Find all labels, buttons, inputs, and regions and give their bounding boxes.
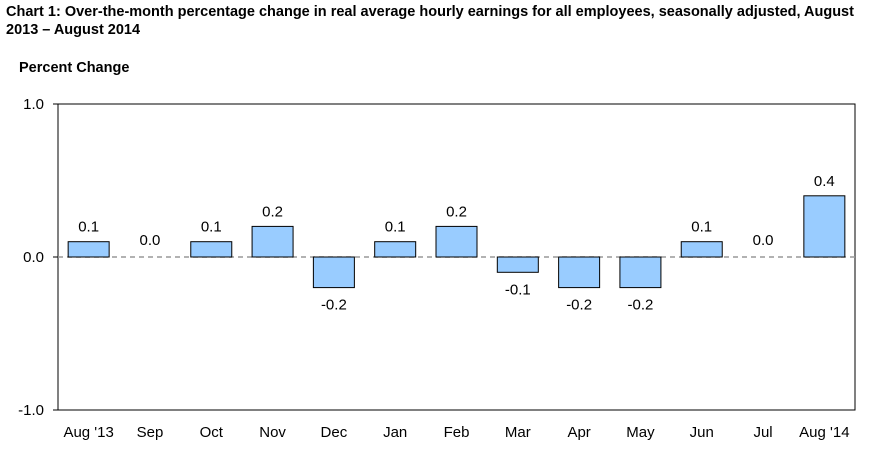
bar <box>67 241 110 258</box>
bar <box>312 256 355 289</box>
x-tick-label: Jul <box>753 424 772 441</box>
data-label: 0.1 <box>78 219 99 236</box>
data-label: 0.1 <box>385 219 406 236</box>
data-label: 0.1 <box>691 219 712 236</box>
x-tick-label: Mar <box>505 424 531 441</box>
y-tick-label: 1.0 <box>23 96 44 113</box>
data-label: 0.2 <box>446 203 467 220</box>
x-tick-label: Nov <box>259 424 286 441</box>
bar <box>680 241 723 258</box>
x-tick-label: Jun <box>690 424 714 441</box>
x-tick-label: Aug '13 <box>63 424 113 441</box>
data-label: -0.2 <box>566 297 592 314</box>
x-tick-label: Jan <box>383 424 407 441</box>
data-label: 0.1 <box>201 219 222 236</box>
bar <box>558 256 601 289</box>
y-tick-label: -1.0 <box>18 402 44 419</box>
bar <box>803 195 846 258</box>
x-tick-label: May <box>626 424 655 441</box>
data-label: 0.0 <box>140 232 161 249</box>
x-tick-label: Oct <box>200 424 224 441</box>
x-tick-label: Sep <box>137 424 164 441</box>
data-label: -0.2 <box>321 297 347 314</box>
bar <box>496 256 539 273</box>
bar <box>190 241 233 258</box>
data-label: 0.2 <box>262 203 283 220</box>
x-tick-label: Dec <box>321 424 348 441</box>
data-label: 0.0 <box>753 232 774 249</box>
bar <box>251 225 294 258</box>
y-tick-label: 0.0 <box>23 249 44 266</box>
data-label: -0.1 <box>505 281 531 298</box>
bar <box>374 241 417 258</box>
y-axis-title: Percent Change <box>19 60 130 76</box>
data-label: -0.2 <box>627 297 653 314</box>
bar <box>619 256 662 289</box>
bar <box>435 225 478 258</box>
data-label: 0.4 <box>814 173 835 190</box>
x-tick-label: Feb <box>444 424 470 441</box>
chart-title: Chart 1: Over-the-month percentage chang… <box>6 4 854 38</box>
x-tick-label: Apr <box>567 424 590 441</box>
x-tick-label: Aug '14 <box>799 424 849 441</box>
